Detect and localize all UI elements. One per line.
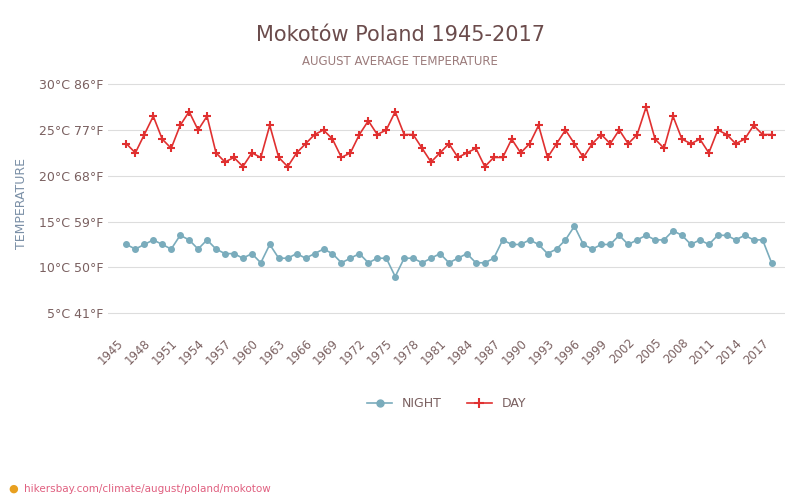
Text: hikersbay.com/climate/august/poland/mokotow: hikersbay.com/climate/august/poland/moko… [24,484,270,494]
Text: AUGUST AVERAGE TEMPERATURE: AUGUST AVERAGE TEMPERATURE [302,55,498,68]
NIGHT [766,260,776,266]
NIGHT [695,237,705,243]
NIGHT [390,274,400,280]
Legend: NIGHT, DAY: NIGHT, DAY [362,392,531,415]
DAY [766,132,776,138]
DAY [695,136,705,142]
Text: ●: ● [8,484,18,494]
NIGHT [453,255,462,261]
Line: DAY: DAY [122,103,776,171]
DAY [722,132,731,138]
DAY [346,150,355,156]
NIGHT [337,260,346,266]
DAY [274,154,283,160]
DAY [642,104,651,110]
NIGHT [722,232,731,238]
Y-axis label: TEMPERATURE: TEMPERATURE [15,158,28,248]
DAY [122,140,131,146]
NIGHT [122,242,131,248]
DAY [453,154,462,160]
NIGHT [677,232,686,238]
DAY [238,164,248,170]
DAY [677,136,686,142]
NIGHT [265,242,274,248]
Text: Mokotów Poland 1945-2017: Mokotów Poland 1945-2017 [255,25,545,45]
Line: NIGHT: NIGHT [124,224,774,280]
NIGHT [570,223,579,229]
